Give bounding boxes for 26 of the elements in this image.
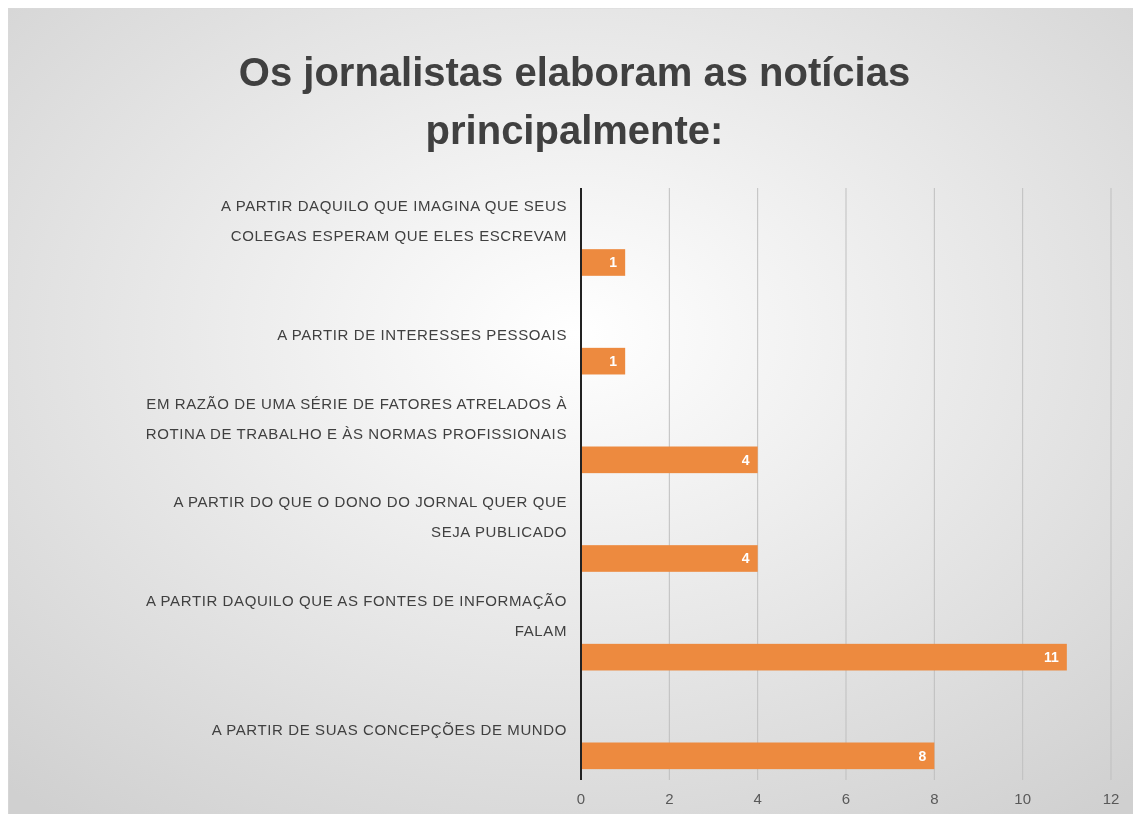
x-tick-label: 0 xyxy=(576,790,586,807)
x-tick-label: 2 xyxy=(665,790,674,807)
data-label: 11 xyxy=(1044,649,1060,666)
y-tick-label: A PARTIR DE INTERESSES PESSOAIS xyxy=(277,325,567,343)
x-tick-label: 12 xyxy=(1102,790,1120,807)
x-tick-label: 6 xyxy=(841,790,851,807)
x-tick-label: 4 xyxy=(753,790,762,807)
bar xyxy=(581,446,758,474)
bar xyxy=(581,347,626,375)
y-tick-label: A PARTIR DAQUILO QUE IMAGINA QUE SEUS COLEGAS ESPERAM QUE ELES ESCREVAM xyxy=(221,197,567,245)
bar xyxy=(581,545,758,572)
data-label: 4 xyxy=(741,451,750,468)
bar xyxy=(581,249,626,276)
bar xyxy=(581,643,1067,671)
y-tick-label: A PARTIR DE SUAS CONCEPÇÕES DE MUNDO xyxy=(211,720,567,738)
y-tick-label: A PARTIR DO QUE O DONO DO JORNAL QUER QUE SEJA PUBLICADO xyxy=(173,493,567,541)
x-tick-label: 10 xyxy=(1014,790,1032,807)
y-tick-label: EM RAZÃO DE UMA SÉRIE DE FATORES ATRELADOS À ROTINA DE TRABALHO E ÀS NORMAS PROFISSIONAIS xyxy=(145,394,567,442)
data-label: 4 xyxy=(741,550,750,567)
x-tick-label: 8 xyxy=(930,790,939,807)
data-label: 1 xyxy=(609,353,618,370)
bar xyxy=(581,742,935,770)
data-label: 1 xyxy=(609,254,618,271)
y-tick-label: A PARTIR DAQUILO QUE AS FONTES DE INFORMAÇÃO FALAM xyxy=(146,591,567,639)
chart-title: Os jornalistas elaboram as notícias principalmente: xyxy=(238,50,911,152)
data-label: 8 xyxy=(918,747,927,764)
